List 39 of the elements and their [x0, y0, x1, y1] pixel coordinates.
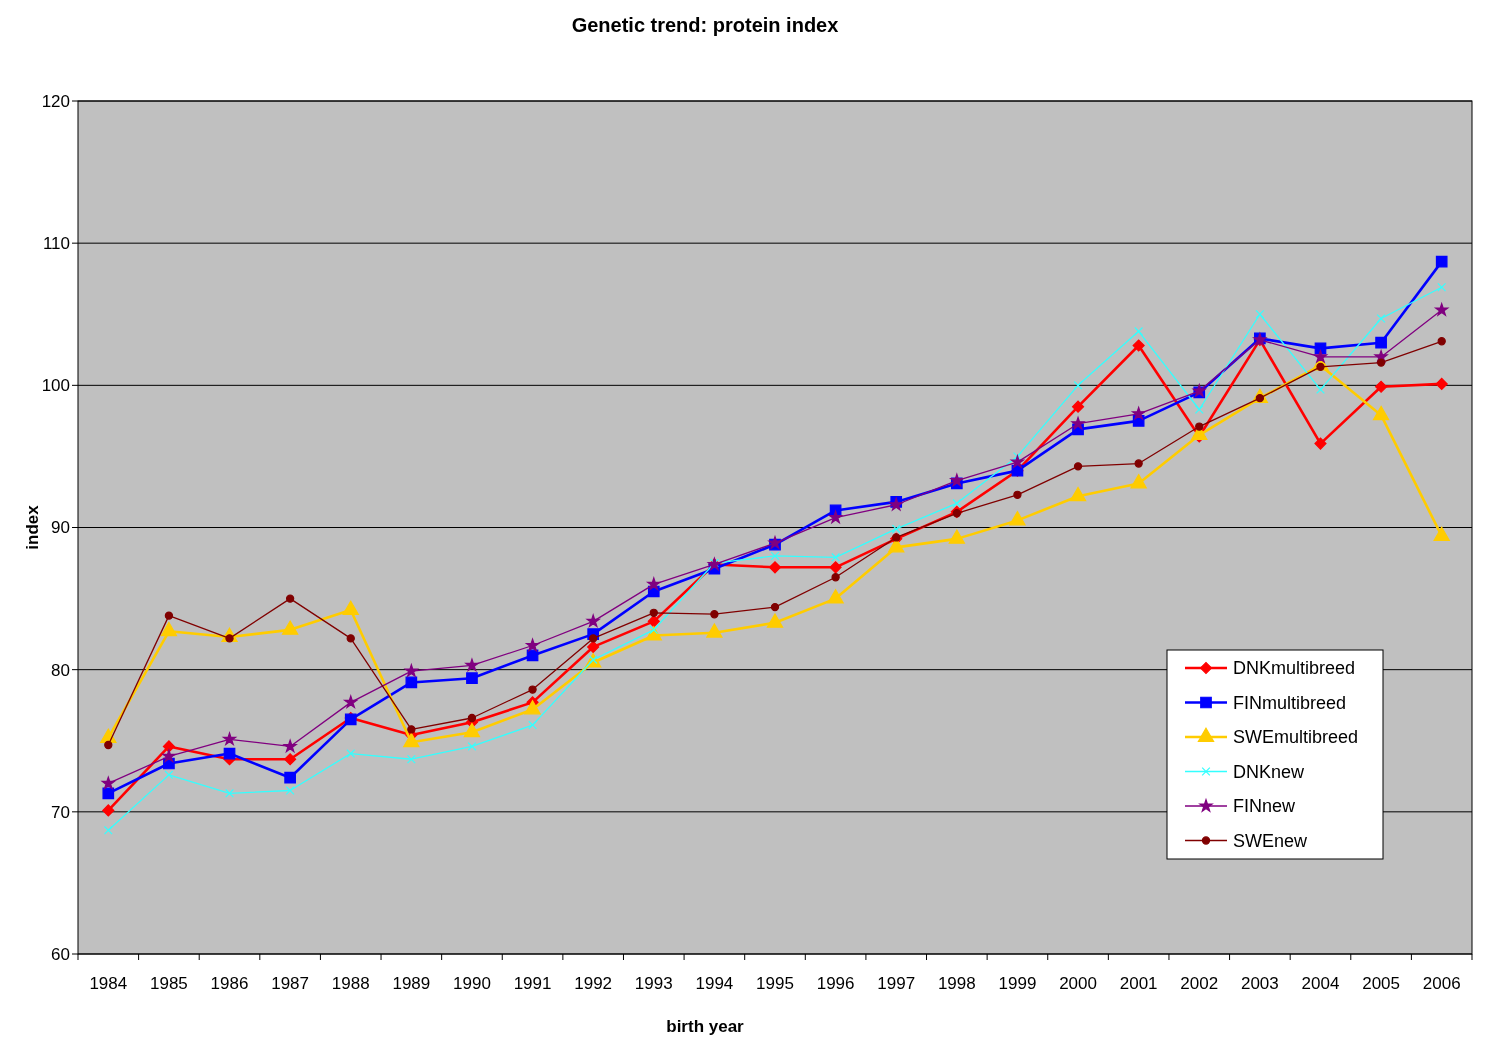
x-tick-label: 1993 [634, 974, 673, 993]
x-tick-label: 1992 [574, 974, 613, 993]
x-tick-label: 2001 [1119, 974, 1158, 993]
x-tick-label: 1986 [210, 974, 249, 993]
y-tick-label: 70 [51, 802, 70, 822]
y-tick-label: 100 [41, 376, 70, 396]
legend-label: DNKnew [1233, 761, 1306, 782]
chart-title: Genetic trend: protein index [571, 14, 839, 36]
x-tick-label: 1990 [453, 974, 491, 993]
legend-label: SWEnew [1233, 830, 1309, 851]
legend-label: FINnew [1233, 796, 1297, 817]
legend-label: SWEmultibreed [1233, 727, 1359, 748]
x-tick-label: 2003 [1240, 974, 1279, 993]
x-tick-label: 2006 [1422, 974, 1461, 993]
legend-label: FINmultibreed [1233, 692, 1347, 713]
x-tick-label: 1984 [89, 974, 128, 993]
x-axis-title: birth year [666, 1017, 745, 1036]
x-tick-label: 1996 [816, 974, 855, 993]
y-tick-label: 60 [51, 944, 70, 964]
y-tick-label: 80 [51, 660, 70, 680]
y-axis-title: index [23, 504, 42, 550]
x-tick-label: 2000 [1059, 974, 1097, 993]
x-tick-label: 1988 [331, 974, 370, 993]
x-tick-label: 1997 [877, 974, 916, 993]
y-tick-label: 120 [41, 91, 70, 111]
x-tick-label: 1985 [150, 974, 188, 993]
x-tick-label: 1994 [695, 974, 734, 993]
x-tick-label: 2002 [1180, 974, 1219, 993]
x-tick-label: 1991 [513, 974, 552, 993]
x-tick-label: 1995 [756, 974, 794, 993]
x-tick-label: 1989 [392, 974, 431, 993]
y-tick-label: 110 [42, 234, 70, 254]
x-tick-label: 1999 [998, 974, 1037, 993]
legend-label: DNKmultibreed [1233, 658, 1356, 679]
y-tick-label: 90 [51, 518, 70, 538]
x-tick-label: 2005 [1362, 974, 1400, 993]
x-tick-label: 1998 [937, 974, 976, 993]
x-tick-label: 2004 [1301, 974, 1340, 993]
x-tick-label: 1987 [271, 974, 310, 993]
